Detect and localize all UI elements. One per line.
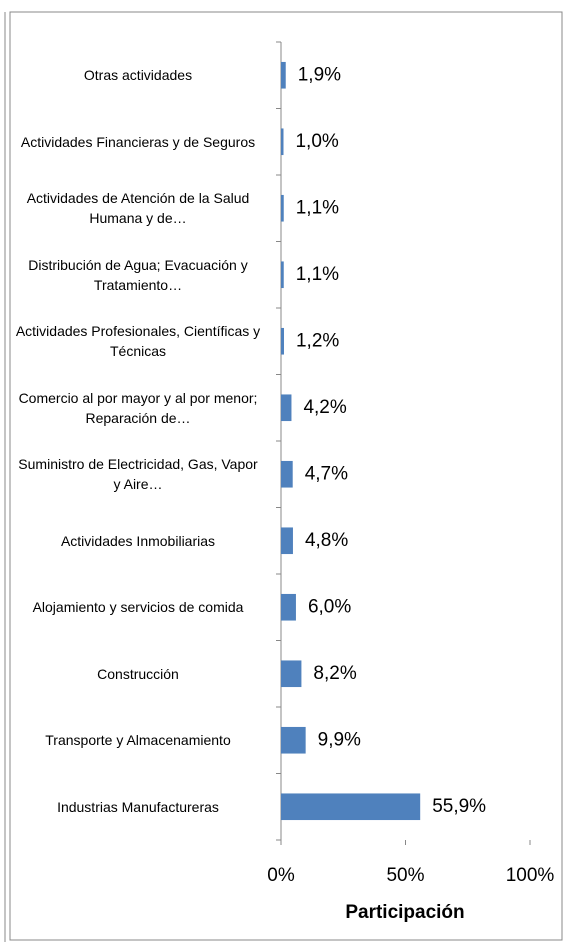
value-label: 1,2% — [296, 330, 339, 351]
value-label: 1,0% — [295, 131, 338, 152]
bar — [281, 593, 296, 621]
x-axis-label: Participación — [345, 902, 464, 923]
bar — [281, 726, 306, 754]
y-tick-label: Actividades Financieras y de Seguros — [20, 133, 256, 150]
x-tick-label: 50% — [386, 865, 424, 886]
value-label: 4,7% — [305, 463, 348, 484]
y-tick-label: Actividades Inmobiliarias — [60, 532, 216, 549]
y-tick-label: Actividades Profesionales, Científicas y… — [15, 323, 261, 360]
value-label: 8,2% — [313, 663, 356, 684]
bar — [281, 327, 284, 355]
frame — [9, 11, 563, 941]
y-tick-label: Alojamiento y servicios de comida — [32, 599, 244, 616]
value-label: 6,0% — [308, 596, 351, 617]
y-tick-label: Suministro de Electricidad, Gas, Vapor y… — [18, 456, 258, 493]
value-label: 1,1% — [296, 197, 339, 218]
y-tick-label: Actividades de Atención de la Salud Huma… — [26, 190, 250, 227]
bar — [281, 194, 284, 222]
value-label: 1,1% — [296, 264, 339, 285]
y-tick-label: Otras actividades — [83, 67, 193, 84]
x-tick-label: 100% — [506, 865, 555, 886]
bar — [281, 660, 302, 688]
y-tick-label: Construcción — [97, 665, 179, 682]
x-tick-label: 0% — [267, 865, 295, 886]
y-tick-label: Transporte y Almacenamiento — [45, 732, 231, 749]
bar — [281, 527, 293, 555]
value-label: 55,9% — [432, 796, 486, 817]
bar — [281, 793, 421, 821]
value-label: 1,9% — [298, 64, 341, 85]
value-label: 4,2% — [303, 397, 346, 418]
value-label: 9,9% — [318, 729, 361, 750]
bar — [281, 394, 292, 422]
bar — [281, 261, 284, 289]
bar — [281, 128, 284, 156]
y-tick-label: Industrias Manufactureras — [57, 798, 219, 815]
y-tick-label: Distribución de Agua; Evacuación y Trata… — [28, 256, 248, 293]
value-label: 4,8% — [305, 530, 348, 551]
bar — [281, 61, 286, 89]
y-tick-label: Comercio al por mayor y al por menor; Re… — [18, 389, 258, 426]
bar — [281, 460, 293, 488]
